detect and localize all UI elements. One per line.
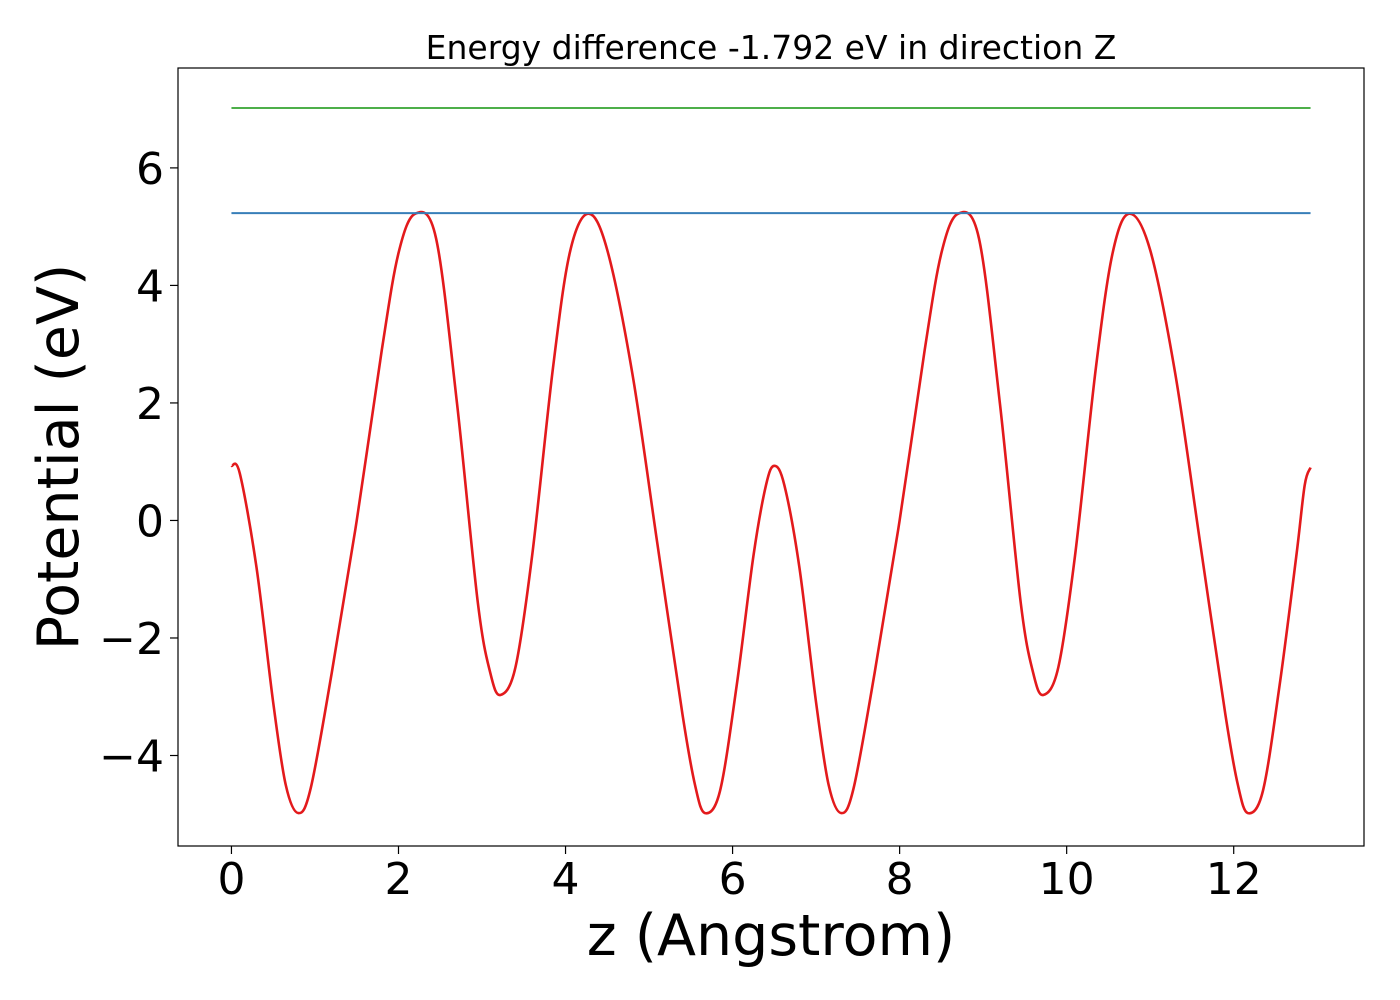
x-tick-label: 10 xyxy=(1039,854,1095,905)
plot-frame xyxy=(177,67,1365,847)
y-tick-label: 0 xyxy=(136,496,164,547)
chart-title: Energy difference -1.792 eV in direction… xyxy=(426,28,1117,67)
y-tick-label: 6 xyxy=(136,144,164,195)
y-tick-label: −2 xyxy=(99,614,164,665)
x-axis-label: z (Angstrom) xyxy=(587,903,955,969)
y-tick-label: 2 xyxy=(136,379,164,430)
axes-layer xyxy=(177,67,1365,847)
x-tick-label: 12 xyxy=(1206,854,1262,905)
y-tick-label: −4 xyxy=(99,732,164,783)
potential-curve xyxy=(230,210,1312,815)
ticks-layer: 0 2 4 6 8 10 12 −4 −2 0 2 4 6 xyxy=(99,144,1262,905)
x-tick-label: 0 xyxy=(217,854,245,905)
x-tick-label: 8 xyxy=(886,854,914,905)
x-tick-label: 4 xyxy=(552,854,580,905)
plot-background-layer xyxy=(178,68,1364,846)
x-tick-label: 6 xyxy=(719,854,747,905)
series-layer xyxy=(230,106,1312,815)
plot-area xyxy=(178,68,1364,846)
y-axis-label: Potential (eV) xyxy=(26,264,92,650)
labels-layer: Energy difference -1.792 eV in direction… xyxy=(26,28,1116,969)
y-tick-label: 4 xyxy=(136,261,164,312)
x-tick-label: 2 xyxy=(384,854,412,905)
